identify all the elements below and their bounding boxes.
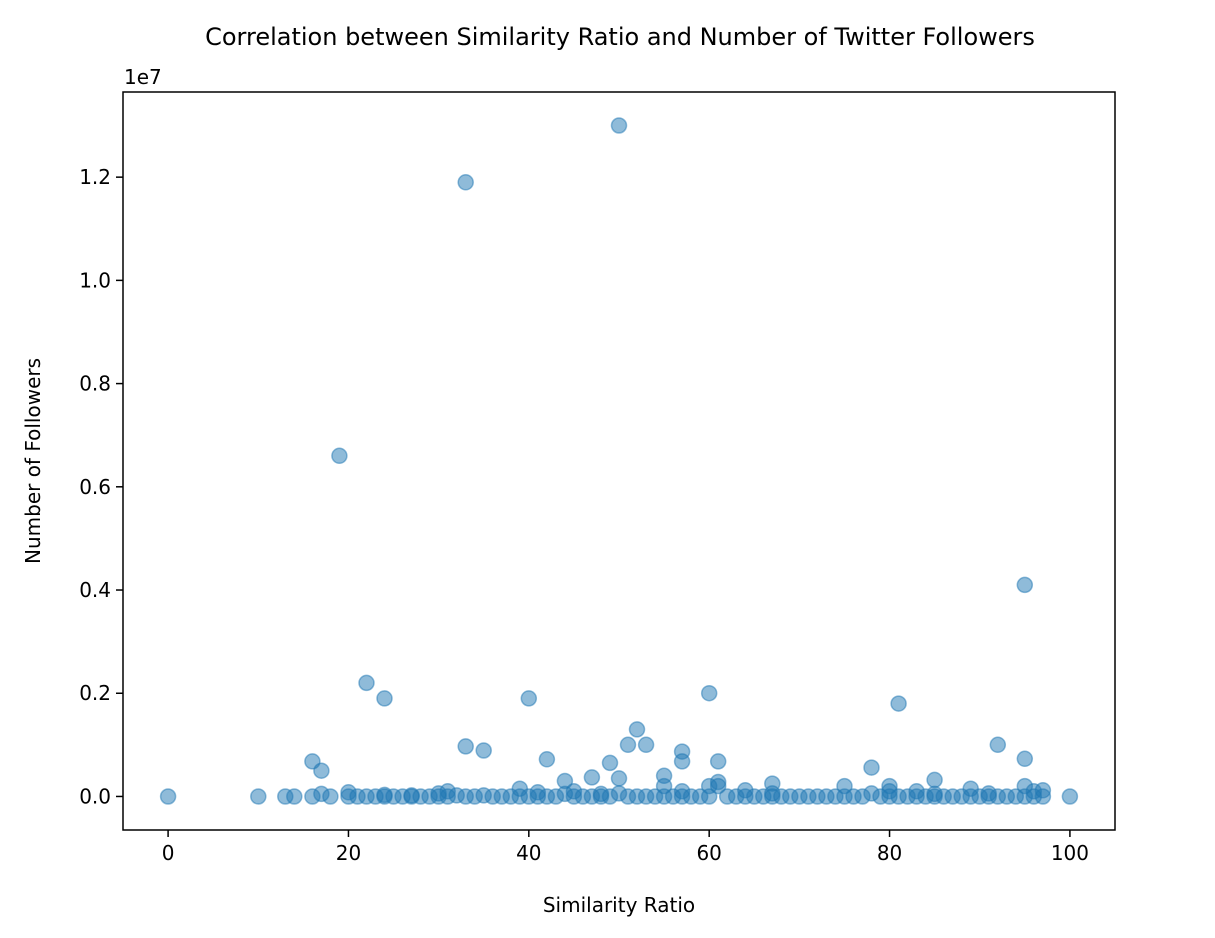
data-point	[989, 736, 1007, 754]
data-point	[250, 788, 267, 805]
x-tick-label: 60	[696, 841, 721, 865]
data-point	[583, 769, 601, 786]
data-point	[475, 742, 492, 759]
y-axis-label: Number of Followers	[21, 358, 45, 564]
data-point	[610, 770, 628, 787]
y-tick-label: 1.2	[79, 165, 111, 189]
data-point	[520, 690, 538, 707]
x-tick-label: 40	[516, 841, 541, 865]
data-point	[709, 753, 727, 770]
data-point	[1034, 788, 1052, 805]
data-points	[159, 117, 1079, 805]
data-point	[628, 721, 646, 738]
data-point	[700, 788, 718, 805]
data-point	[286, 788, 303, 805]
data-point	[376, 690, 393, 707]
data-point	[1016, 750, 1034, 768]
y-tick-label: 0.6	[79, 475, 111, 499]
y-tick-label: 0.4	[79, 578, 111, 602]
x-tick-label: 20	[336, 841, 361, 865]
data-point	[673, 753, 691, 770]
x-tick-label: 100	[1051, 841, 1089, 865]
data-point	[601, 754, 619, 772]
y-offset-label: 1e7	[124, 65, 162, 89]
chart-title: Correlation between Similarity Ratio and…	[205, 23, 1035, 51]
x-axis-label: Similarity Ratio	[543, 893, 695, 917]
data-point	[619, 736, 637, 754]
y-tick-label: 0.8	[79, 372, 111, 396]
data-point	[926, 771, 943, 789]
x-axis-ticks: 0 20 40 60 80 100	[162, 830, 1089, 865]
x-tick-label: 80	[877, 841, 902, 865]
data-point	[637, 736, 655, 754]
y-tick-label: 0.2	[79, 681, 111, 705]
y-axis-ticks: 0.0 0.2 0.4 0.6 0.8 1.0 1.2	[79, 165, 123, 808]
data-point	[313, 762, 330, 779]
y-tick-label: 0.0	[79, 784, 111, 808]
data-point	[538, 751, 556, 768]
y-tick-label: 1.0	[79, 268, 111, 292]
data-point	[709, 777, 727, 795]
data-point	[331, 447, 348, 465]
data-point	[322, 788, 339, 805]
data-point	[457, 738, 474, 755]
data-point	[1061, 788, 1079, 805]
data-point	[610, 117, 628, 134]
data-point	[890, 695, 907, 712]
data-point	[863, 759, 880, 776]
data-point	[700, 684, 718, 702]
data-point	[457, 174, 474, 191]
x-tick-label: 0	[162, 841, 175, 865]
data-point	[159, 788, 177, 805]
data-point	[358, 674, 375, 692]
plot-frame	[122, 91, 1116, 831]
data-point	[1016, 576, 1034, 594]
